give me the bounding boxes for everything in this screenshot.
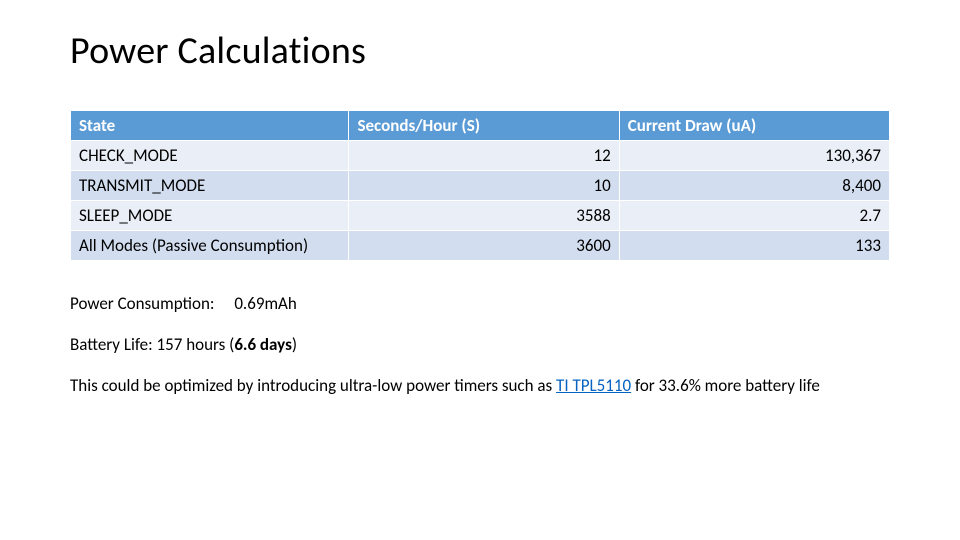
table-row: CHECK_MODE 12 130,367: [71, 141, 890, 171]
power-consumption-line: Power Consumption: 0.69mAh: [70, 293, 890, 314]
cell-current: 8,400: [619, 171, 889, 201]
table-row: All Modes (Passive Consumption) 3600 133: [71, 231, 890, 261]
power-consumption-value: 0.69mAh: [234, 293, 297, 314]
optimization-line: This could be optimized by introducing u…: [70, 375, 890, 396]
cell-seconds: 3600: [349, 231, 619, 261]
cell-current: 130,367: [619, 141, 889, 171]
optimization-suffix: for 33.6% more battery life: [631, 375, 820, 396]
col-header-seconds: Seconds/Hour (S): [349, 111, 619, 141]
table-header-row: State Seconds/Hour (S) Current Draw (uA): [71, 111, 890, 141]
cell-state: CHECK_MODE: [71, 141, 349, 171]
power-consumption-label: Power Consumption:: [70, 293, 214, 314]
power-table: State Seconds/Hour (S) Current Draw (uA)…: [70, 110, 890, 261]
cell-current: 2.7: [619, 201, 889, 231]
battery-life-suffix: ): [292, 334, 297, 355]
cell-state: TRANSMIT_MODE: [71, 171, 349, 201]
col-header-current: Current Draw (uA): [619, 111, 889, 141]
cell-state: SLEEP_MODE: [71, 201, 349, 231]
battery-life-line: Battery Life: 157 hours (6.6 days): [70, 334, 890, 355]
cell-current: 133: [619, 231, 889, 261]
slide: Power Calculations State Seconds/Hour (S…: [0, 0, 960, 540]
col-header-state: State: [71, 111, 349, 141]
optimization-link[interactable]: TI TPL5110: [556, 375, 631, 396]
table-row: SLEEP_MODE 3588 2.7: [71, 201, 890, 231]
cell-seconds: 12: [349, 141, 619, 171]
battery-life-prefix: Battery Life: 157 hours (: [70, 334, 234, 355]
table-row: TRANSMIT_MODE 10 8,400: [71, 171, 890, 201]
page-title: Power Calculations: [70, 28, 890, 74]
cell-seconds: 3588: [349, 201, 619, 231]
cell-seconds: 10: [349, 171, 619, 201]
optimization-prefix: This could be optimized by introducing u…: [70, 375, 556, 396]
cell-state: All Modes (Passive Consumption): [71, 231, 349, 261]
battery-life-bold: 6.6 days: [234, 334, 292, 355]
